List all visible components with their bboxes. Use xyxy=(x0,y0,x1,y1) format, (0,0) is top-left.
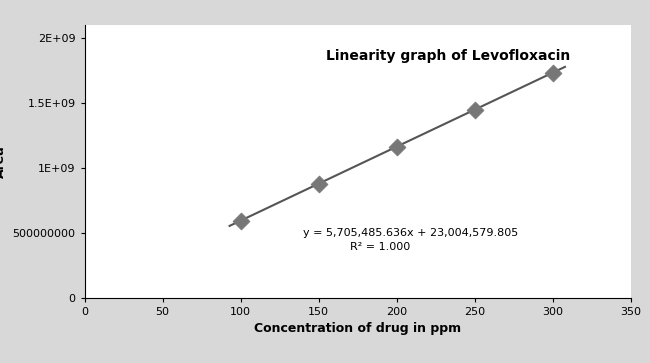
Point xyxy=(547,70,558,76)
X-axis label: Concentration of drug in ppm: Concentration of drug in ppm xyxy=(254,322,461,335)
Point xyxy=(235,218,246,224)
Point xyxy=(313,181,324,187)
Y-axis label: Area: Area xyxy=(0,145,7,178)
Point xyxy=(469,107,480,113)
Point xyxy=(391,144,402,150)
Text: Linearity graph of Levofloxacin: Linearity graph of Levofloxacin xyxy=(326,49,571,63)
Text: y = 5,705,485.636x + 23,004,579.805: y = 5,705,485.636x + 23,004,579.805 xyxy=(303,228,518,238)
Text: R² = 1.000: R² = 1.000 xyxy=(350,242,410,252)
